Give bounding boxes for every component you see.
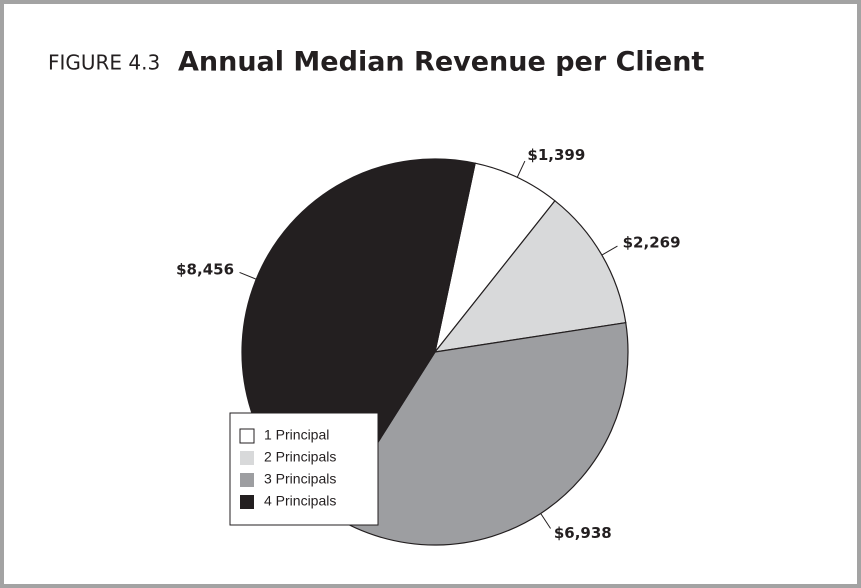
leader-line [516,160,526,178]
legend-swatch [239,428,255,444]
figure-number: FIGURE 4.3 [48,51,160,75]
data-label: $6,938 [554,524,612,542]
data-label: $2,269 [623,233,681,251]
legend-label: 3 Principals [264,471,336,487]
legend-label: 4 Principals [264,493,336,509]
legend-swatch [240,495,254,509]
pie-slice [331,322,629,546]
legend-swatch [240,451,254,465]
data-label: $8,456 [176,261,234,279]
legend-box [229,412,379,526]
legend-label: 1 Principal [264,427,329,443]
data-label: $1,399 [527,146,585,164]
pie-slice [433,199,627,353]
chart-title: Annual Median Revenue per Client [178,47,704,78]
leader-line [601,245,618,256]
legend-swatch [240,473,254,487]
leader-line [239,271,257,280]
leader-line [540,513,551,529]
legend-label: 2 Principals [264,449,336,465]
